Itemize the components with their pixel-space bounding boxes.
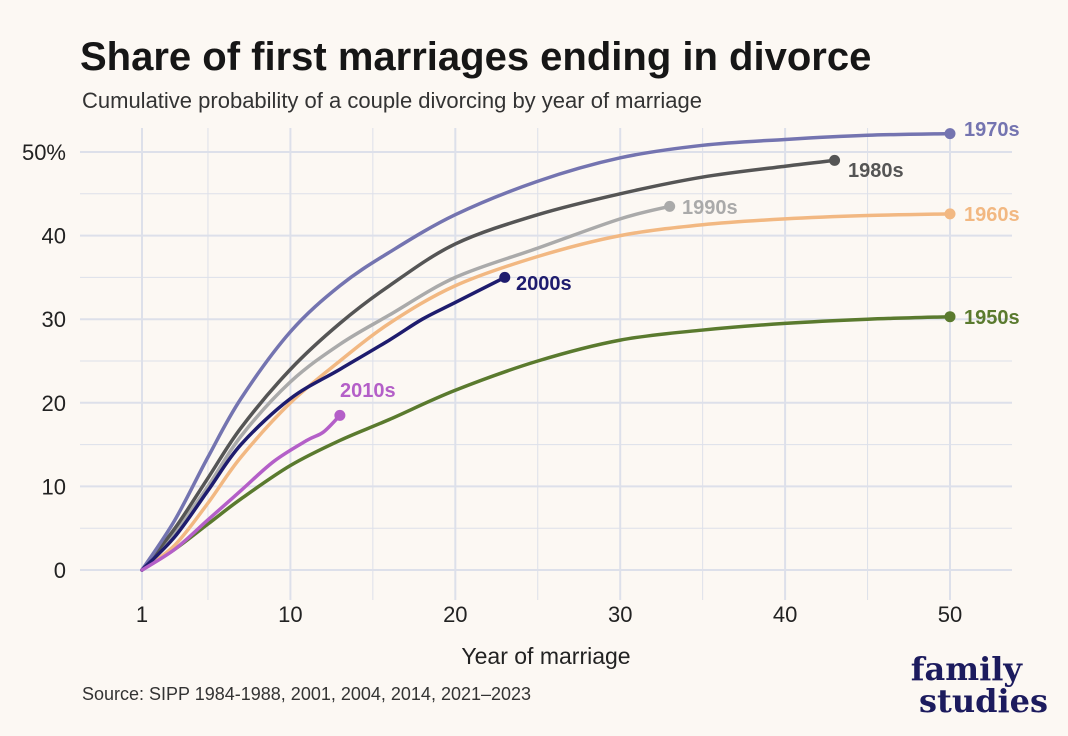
y-tick-label: 30	[42, 307, 66, 332]
x-tick-label: 1	[136, 602, 148, 627]
series-end-point-1950s	[944, 311, 956, 323]
y-tick-label: 10	[42, 474, 66, 499]
series-label-1970s: 1970s	[964, 119, 1020, 141]
series-line-1950s	[140, 314, 952, 572]
x-tick-label: 40	[773, 602, 797, 627]
series-line-1970s	[140, 131, 952, 572]
gridlines	[80, 128, 1012, 600]
series-end-point-2000s	[499, 271, 511, 283]
y-tick-label: 40	[42, 224, 66, 249]
series-end-point-1970s	[944, 128, 956, 140]
series-line-2010s	[140, 413, 342, 572]
x-tick-label: 50	[938, 602, 962, 627]
series-end-point-1960s	[944, 208, 956, 220]
series-label-2010s: 2010s	[340, 380, 396, 402]
chart-subtitle: Cumulative probability of a couple divor…	[82, 88, 702, 113]
x-tick-label: 20	[443, 602, 467, 627]
x-tick-label: 10	[278, 602, 302, 627]
y-tick-label: 0	[54, 558, 66, 583]
x-axis-ticks: 1 10 20 30 40 50	[136, 602, 962, 627]
source-note: Source: SIPP 1984-1988, 2001, 2004, 2014…	[82, 684, 531, 704]
series-line-1990s	[140, 204, 672, 572]
series-end-point-1990s	[664, 200, 676, 212]
series-labels: 1950s 1960s 1990s 1980s 1970s 2000s 2010s	[340, 119, 1020, 402]
y-axis-ticks: 0 10 20 30 40 50%	[22, 140, 66, 583]
series-label-1960s: 1960s	[964, 204, 1020, 226]
series-label-1990s: 1990s	[682, 197, 738, 219]
series-label-2000s: 2000s	[516, 273, 572, 295]
chart-title: Share of first marriages ending in divor…	[80, 35, 871, 79]
series-label-1980s: 1980s	[848, 160, 904, 182]
x-axis-label: Year of marriage	[461, 643, 630, 669]
series-end-point-1980s	[829, 154, 841, 166]
logo-line-2: studies	[919, 682, 1048, 720]
series-line-2000s	[140, 275, 507, 572]
series-line-1980s	[140, 158, 837, 572]
y-tick-label: 50%	[22, 140, 66, 165]
series-line-1960s	[140, 212, 952, 572]
series-lines	[140, 128, 956, 572]
x-tick-label: 30	[608, 602, 632, 627]
logo-line-1: family	[911, 650, 1024, 688]
series-end-point-2010s	[334, 409, 346, 421]
series-label-1950s: 1950s	[964, 307, 1020, 329]
y-tick-label: 20	[42, 391, 66, 416]
